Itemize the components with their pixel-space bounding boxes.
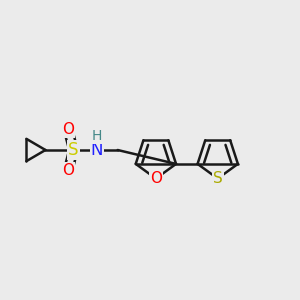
Text: H: H xyxy=(92,129,102,143)
Text: O: O xyxy=(62,122,74,137)
Text: O: O xyxy=(150,171,162,186)
Text: O: O xyxy=(62,163,74,178)
Text: S: S xyxy=(68,141,79,159)
Text: N: N xyxy=(91,141,103,159)
Text: S: S xyxy=(213,171,223,186)
